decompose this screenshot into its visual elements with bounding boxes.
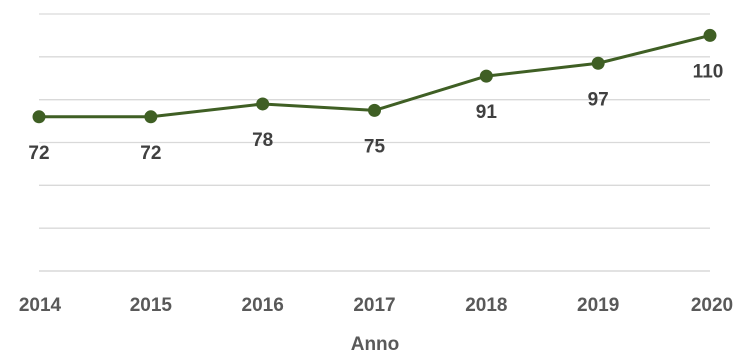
data-point: [368, 103, 381, 117]
data-point: [144, 110, 158, 124]
x-tick-label: 2015: [130, 295, 173, 316]
data-label: 72: [140, 143, 161, 164]
point-layer: [32, 28, 717, 124]
x-tick-label: 2020: [691, 295, 733, 316]
data-point: [256, 97, 270, 111]
data-label: 110: [693, 61, 724, 82]
data-point: [479, 69, 493, 83]
label-layer: 72 72 78 75 91 97 110: [28, 61, 723, 163]
data-label: 75: [364, 136, 386, 157]
x-tick-label: 2016: [242, 295, 284, 316]
x-tick-label: 2017: [353, 295, 395, 316]
data-label: 97: [588, 89, 609, 110]
x-tick-label: 2019: [577, 295, 619, 316]
data-point: [32, 110, 46, 124]
data-label: 91: [476, 102, 498, 123]
data-label: 72: [28, 143, 49, 164]
data-point: [591, 56, 605, 70]
x-axis-title: Anno: [351, 334, 400, 353]
grid-layer: [39, 13, 710, 272]
tick-layer: 2014 2015 2016 2017 2018 2019 2020: [19, 295, 733, 316]
x-tick-label: 2014: [19, 295, 62, 316]
x-tick-label: 2018: [465, 295, 507, 316]
data-label: 78: [252, 130, 273, 151]
data-point: [703, 28, 717, 42]
